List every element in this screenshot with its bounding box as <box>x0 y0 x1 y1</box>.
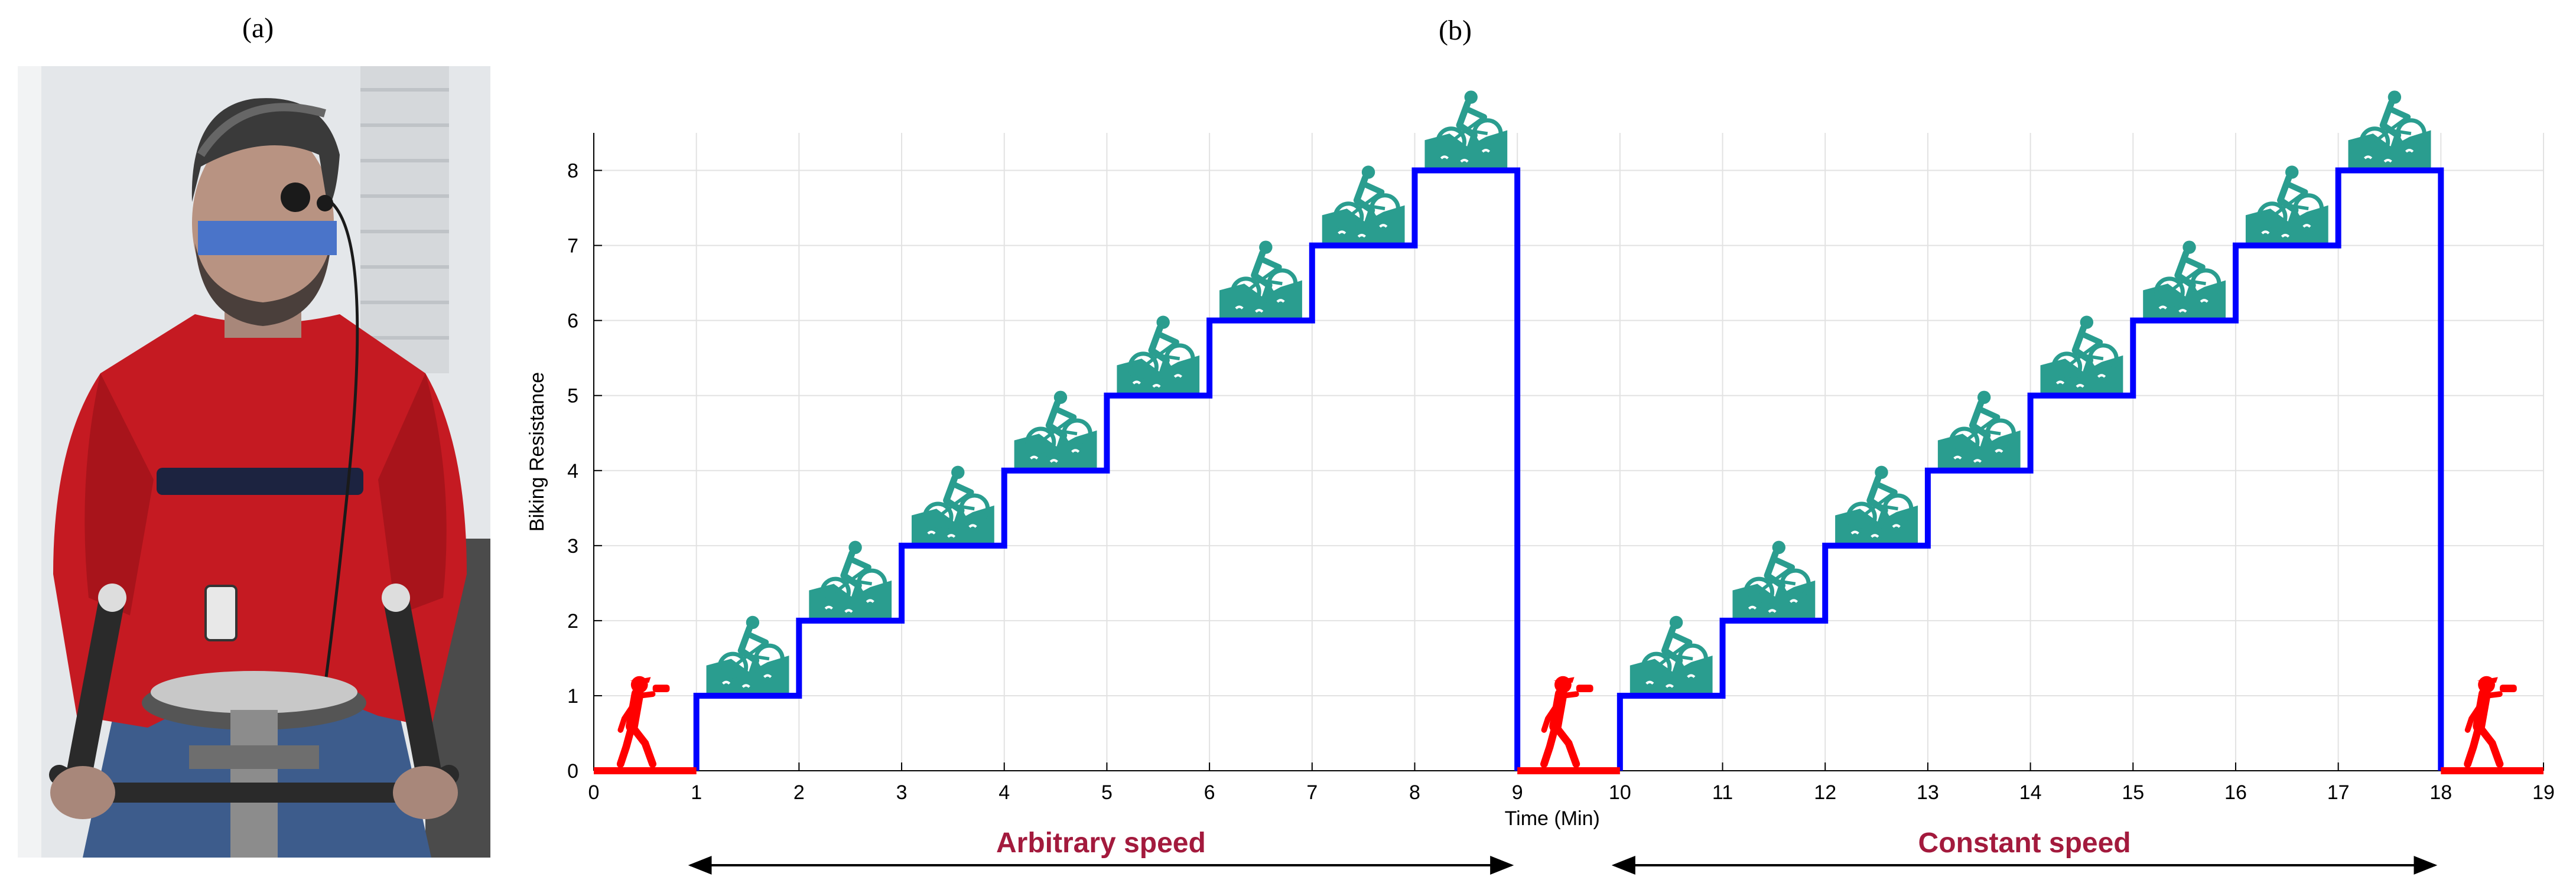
x-tick-label: 8 <box>1409 781 1420 804</box>
walking-drinking-person-icon <box>1544 676 1593 764</box>
phase-label: Arbitrary speed <box>996 827 1206 859</box>
panel-label-b: (b) <box>1439 15 1472 46</box>
x-tick-label: 17 <box>2327 781 2350 804</box>
red-sweater <box>53 314 467 728</box>
x-tick-label: 4 <box>998 781 1010 804</box>
y-tick-label: 7 <box>567 235 578 258</box>
eye-redaction-bar <box>198 221 337 255</box>
y-tick-label: 3 <box>567 535 578 558</box>
x-tick-label: 5 <box>1101 781 1113 804</box>
uphill-cyclist-icon <box>1219 240 1302 321</box>
x-tick-label: 14 <box>2019 781 2042 804</box>
resistance-step-line <box>693 167 1521 771</box>
uphill-cyclist-icon <box>1630 616 1713 697</box>
x-tick-label: 18 <box>2429 781 2452 804</box>
uphill-cyclist-icon <box>2348 90 2431 171</box>
y-tick-label: 2 <box>567 610 578 633</box>
uphill-cyclist-icon <box>2246 165 2328 246</box>
uphill-cyclist-icon <box>1014 391 1097 472</box>
x-tick-label: 13 <box>1917 781 1939 804</box>
x-tick-label: 0 <box>588 781 600 804</box>
walking-drinking-person-icon <box>620 676 669 764</box>
head-sensor <box>281 182 310 212</box>
cyclist-photo <box>18 66 490 858</box>
y-tick-label: 0 <box>567 760 578 783</box>
uphill-cyclist-icon <box>1835 466 1918 547</box>
y-tick-label: 8 <box>567 160 578 182</box>
x-tick-label: 16 <box>2224 781 2247 804</box>
x-tick-label: 15 <box>2122 781 2144 804</box>
data-series <box>594 167 2544 774</box>
chest-strap <box>157 468 363 495</box>
uphill-cyclist-icon <box>912 466 994 547</box>
beard <box>195 243 331 326</box>
y-tick-label: 5 <box>567 385 578 408</box>
uphill-cyclist-icon <box>809 541 892 622</box>
phase-label: Constant speed <box>1918 827 2131 859</box>
uphill-cyclist-icon <box>1322 165 1405 246</box>
x-axis-title: Time (Min) <box>1505 807 1600 830</box>
x-tick-label: 2 <box>793 781 805 804</box>
y-tick-label: 1 <box>567 685 578 708</box>
chart-icons <box>620 90 2517 764</box>
uphill-cyclist-icon <box>2040 316 2123 397</box>
phase-annotations: Arbitrary speed Constant speed <box>688 827 2438 875</box>
x-tick-label: 1 <box>691 781 702 804</box>
x-tick-label: 3 <box>896 781 908 804</box>
y-tick-label: 6 <box>567 310 578 333</box>
uphill-cyclist-icon <box>707 616 789 697</box>
uphill-cyclist-icon <box>1117 316 1199 397</box>
x-tick-label: 10 <box>1609 781 1631 804</box>
uphill-cyclist-icon <box>1424 90 1507 171</box>
body-sensor <box>204 585 238 641</box>
walking-drinking-person-icon <box>2468 676 2517 764</box>
x-tick-label: 6 <box>1204 781 1215 804</box>
panel-label-a: (a) <box>242 12 274 44</box>
x-tick-label: 9 <box>1512 781 1523 804</box>
x-tick-label: 19 <box>2532 781 2555 804</box>
y-tick-label: 4 <box>567 460 578 483</box>
window-blinds <box>360 66 449 373</box>
x-tick-label: 12 <box>1814 781 1836 804</box>
resistance-step-line <box>1616 167 2444 771</box>
uphill-cyclist-icon <box>2143 240 2226 321</box>
y-axis-title: Biking Resistance <box>526 372 548 532</box>
uphill-cyclist-icon <box>1938 391 2021 472</box>
sensor-cable <box>323 202 359 687</box>
uphill-cyclist-icon <box>1732 541 1815 622</box>
x-tick-label: 11 <box>1712 781 1733 804</box>
x-tick-label: 7 <box>1306 781 1318 804</box>
